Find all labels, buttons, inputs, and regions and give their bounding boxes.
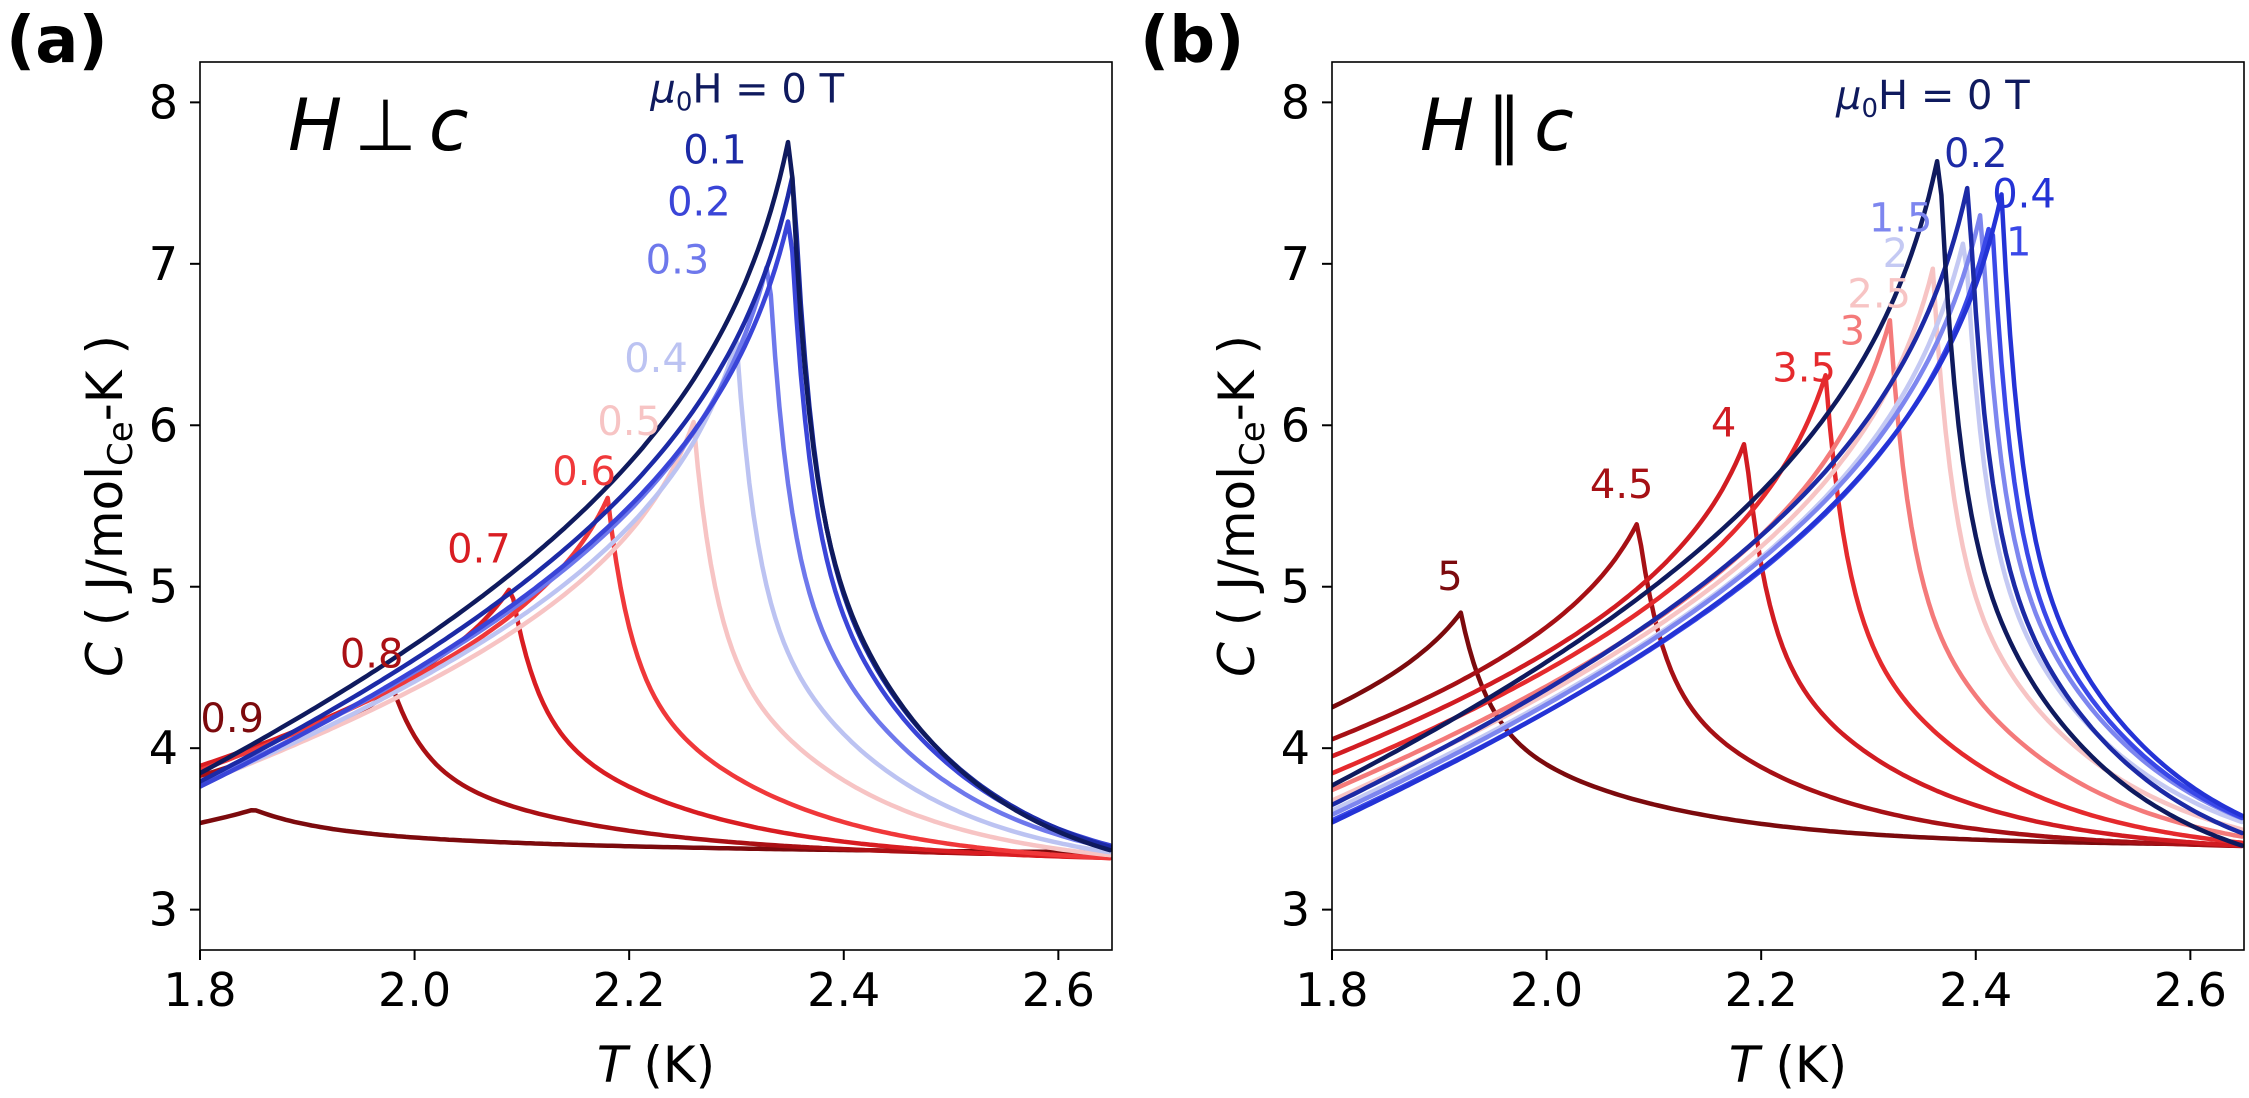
y-tick-label: 5 [1281, 560, 1310, 614]
y-tick-label: 5 [149, 560, 178, 614]
series-line-5 [1332, 610, 2244, 847]
y-tick-label: 4 [149, 721, 178, 775]
x-tick-label: 2.0 [1510, 963, 1583, 1017]
series-label-2-5: 2.5 [1847, 271, 1911, 317]
series-label-0-3: 0.3 [646, 238, 710, 284]
panel-b-axes: 1.8 2.0 2.2 2.4 2.6 3 4 5 6 7 8 [1281, 75, 2227, 1017]
series-line-3 [1332, 318, 2244, 839]
y-tick-label: 3 [149, 883, 178, 937]
series-line-4-5 [1332, 522, 2244, 849]
series-line-0-2 [1332, 185, 2244, 836]
series-label-0-7: 0.7 [447, 527, 511, 573]
x-tick-label: 2.0 [378, 963, 451, 1017]
series-line-4 [1332, 441, 2244, 848]
series-label-0-2: 0.2 [1944, 131, 2008, 177]
x-tick-label: 2.2 [1725, 963, 1798, 1017]
series-label-0-4: 0.4 [624, 336, 688, 382]
panel-a-letter: (a) [6, 4, 108, 78]
series-label-4-5: 4.5 [1590, 462, 1654, 508]
series-line-0-5 [200, 419, 1112, 858]
x-tick-label: 2.4 [1939, 963, 2012, 1017]
panel-a-y-axis-label: C ( J/molCe-K ) [76, 335, 141, 677]
y-tick-label: 4 [1281, 721, 1310, 775]
series-label-5: 5 [1437, 554, 1462, 600]
panel-a-curves [200, 139, 1112, 861]
series-line-0-t [1332, 158, 2244, 848]
y-tick-label: 7 [1281, 237, 1310, 291]
panel-b-curve-labels: 0.20.41 1.522.533.5 4 4.5 5 μ0H = 0 T [1437, 73, 2056, 600]
panel-a-plot-frame [199, 61, 1113, 951]
series-line-0-6 [200, 495, 1112, 861]
series-label-4: 4 [1711, 401, 1736, 447]
panel-a: (a) 0.1 0.2 0.3 0.4 0.50.6 0.7 0.8 0.9 μ0H = 0 T… [6, 4, 1113, 1094]
series-line-0-2 [200, 219, 1112, 848]
x-tick-label: 2.4 [807, 963, 880, 1017]
panel-b-y-axis-label: C ( J/molCe-K ) [1208, 335, 1273, 677]
series-line-3-5 [1332, 372, 2244, 845]
panel-b-x-axis-label: T (K) [1729, 1036, 1847, 1094]
series-label-1-5: 1.5 [1869, 196, 1933, 242]
field-title: μ0H = 0 T [649, 66, 844, 117]
y-tick-label: 7 [149, 237, 178, 291]
panel-b-letter: (b) [1140, 4, 1244, 78]
series-label-0-1: 0.1 [683, 128, 747, 174]
panel-b-curves [1332, 158, 2244, 849]
field-title: μ0H = 0 T [1835, 73, 2030, 124]
y-tick-label: 3 [1281, 883, 1310, 937]
y-tick-label: 8 [149, 75, 178, 129]
panel-b-field-direction: H ∥ c [1420, 83, 1574, 167]
series-label-1: 1 [2006, 220, 2031, 266]
series-label-0-6: 0.6 [552, 449, 616, 495]
x-tick-label: 1.8 [163, 963, 236, 1017]
panel-a-curve-labels: 0.1 0.2 0.3 0.4 0.50.6 0.7 0.8 0.9 μ0H = 0 T [200, 66, 844, 742]
y-tick-label: 6 [1281, 398, 1310, 452]
y-tick-label: 8 [1281, 75, 1310, 129]
y-tick-label: 6 [149, 398, 178, 452]
series-line-1-5 [1332, 213, 2244, 821]
series-line-0-t [200, 139, 1112, 853]
series-label-0-5: 0.5 [597, 399, 661, 445]
x-tick-label: 2.6 [2154, 963, 2227, 1017]
series-label-3: 3 [1840, 309, 1865, 355]
series-line-0-4 [200, 339, 1112, 855]
panel-b-plot-frame [1331, 61, 2245, 951]
series-label-0-4: 0.4 [1992, 171, 2056, 217]
x-tick-label: 2.2 [593, 963, 666, 1017]
series-label-3-5: 3.5 [1772, 346, 1836, 392]
panel-a-field-direction: H ⊥ c [288, 83, 468, 167]
series-label-0-9: 0.9 [200, 696, 264, 742]
series-label-0-2: 0.2 [667, 179, 731, 225]
panel-a-axes: 1.8 2.0 2.2 2.4 2.6 3 4 5 6 7 8 [149, 75, 1095, 1017]
x-tick-label: 1.8 [1295, 963, 1368, 1017]
series-label-2: 2 [1883, 231, 1908, 277]
x-tick-label: 2.6 [1022, 963, 1095, 1017]
panel-a-x-axis-label: T (K) [597, 1036, 715, 1094]
series-label-0-8: 0.8 [340, 631, 404, 677]
series-line-0-4 [1332, 192, 2244, 825]
